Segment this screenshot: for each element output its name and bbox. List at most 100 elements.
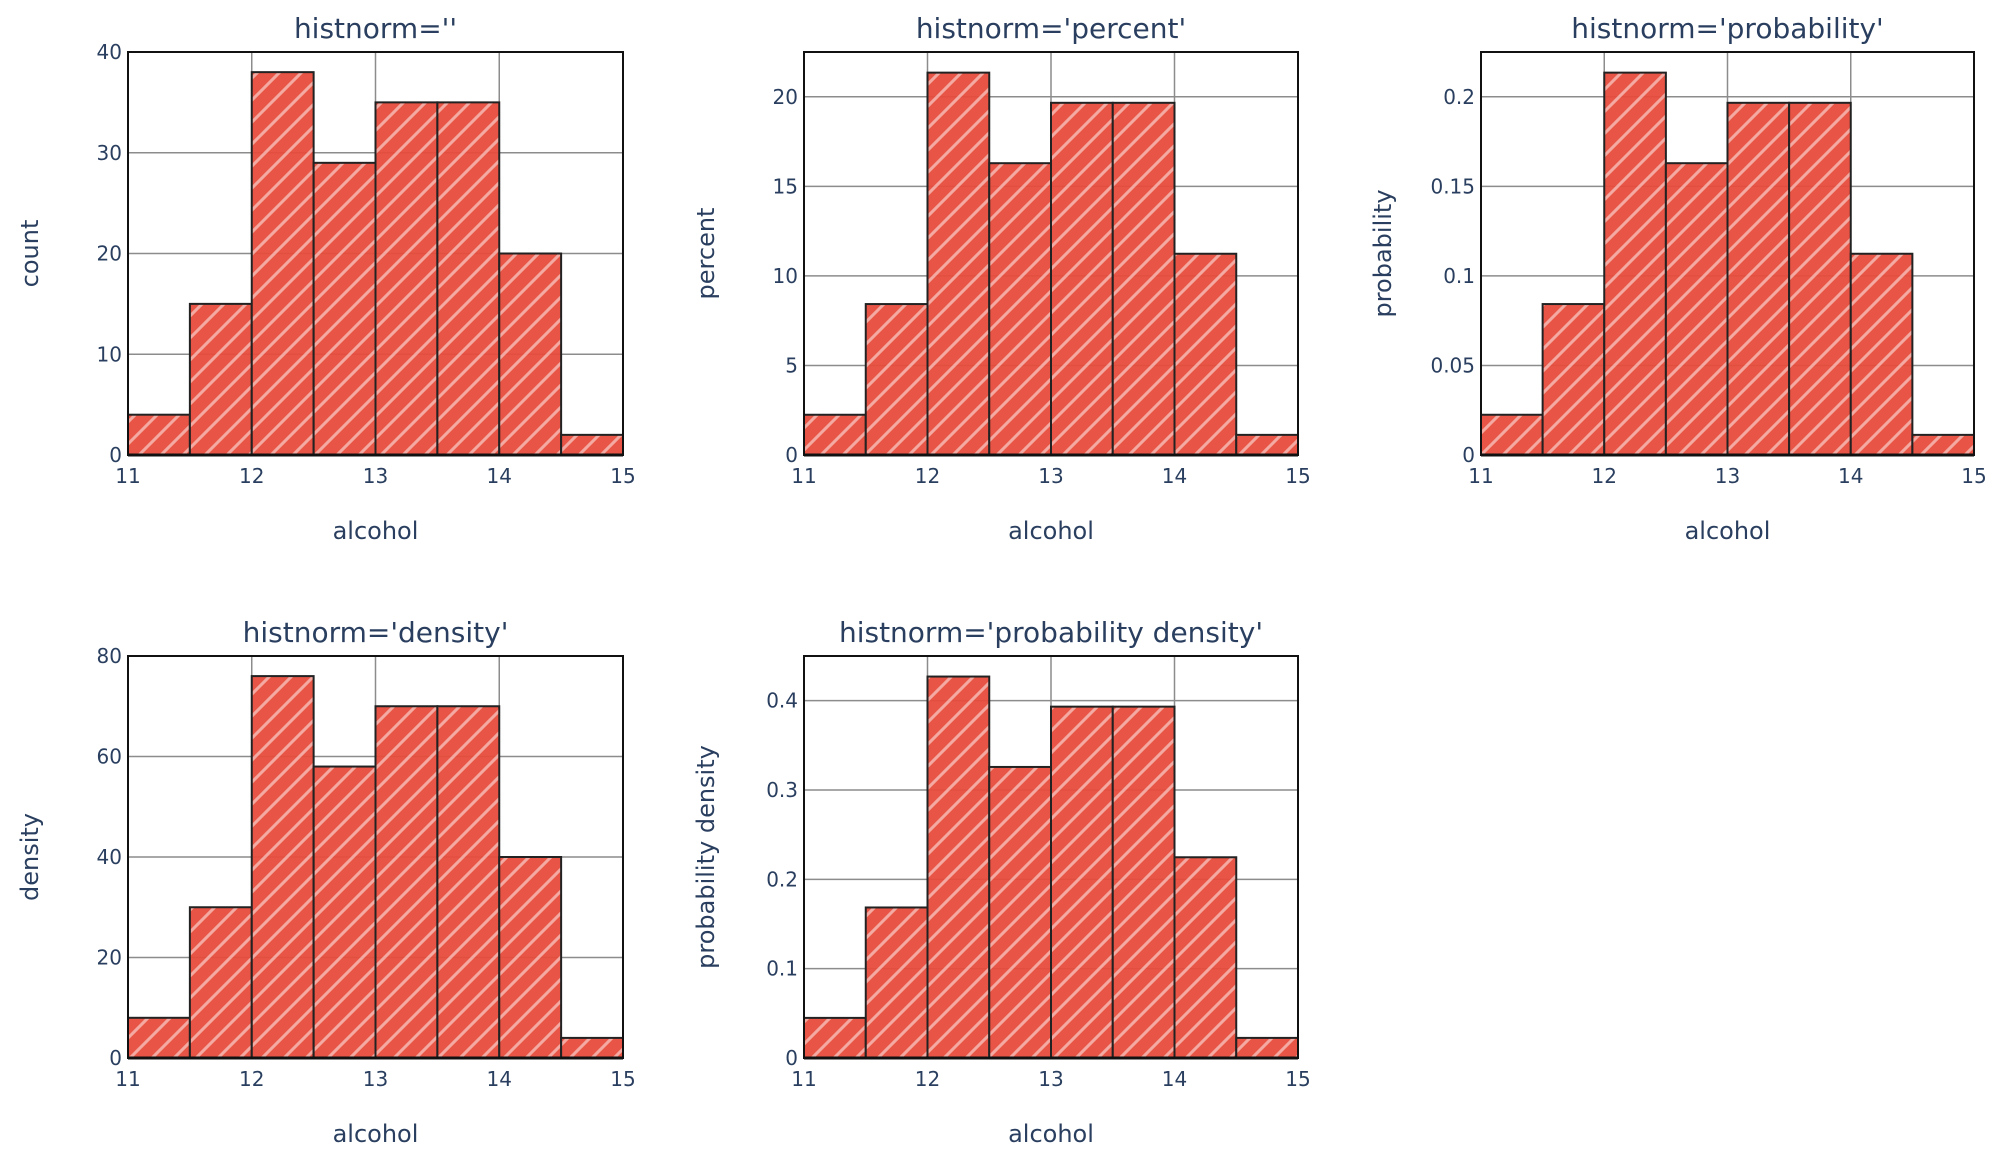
histogram-bar-hatch [1911, 433, 1975, 457]
histogram-bar-hatch [250, 71, 315, 457]
y-tick-label: 40 [97, 845, 122, 869]
y-tick-label: 5 [785, 353, 798, 377]
histogram-bar-hatch [1726, 101, 1791, 457]
histogram-bar-hatch [1235, 1036, 1299, 1060]
x-axis-title: alcohol [1685, 517, 1771, 545]
histogram-bar-hatch [1050, 101, 1114, 457]
histogram-bar-hatch [864, 303, 929, 457]
histogram-bar-hatch [312, 765, 377, 1059]
x-tick-label: 11 [1468, 464, 1493, 488]
y-axis-title: count [16, 220, 44, 288]
histogram-bar-hatch [1111, 101, 1176, 457]
x-tick-label: 15 [1285, 1067, 1310, 1091]
y-tick-label: 0 [785, 1046, 798, 1070]
histogram-bar-hatch [864, 906, 929, 1059]
y-axis-title: probability [1369, 189, 1397, 317]
x-tick-label: 13 [1038, 464, 1063, 488]
x-tick-label: 12 [915, 1067, 940, 1091]
y-tick-label: 0.1 [766, 957, 798, 981]
y-tick-label: 0 [1462, 443, 1475, 467]
subplot-4: 11 12 13 14 15 0 20 40 60 80 histnorm='density' alc… [16, 616, 636, 1148]
histogram-bar-hatch [436, 705, 501, 1059]
histogram-bar-hatch [1050, 705, 1114, 1059]
y-tick-label: 80 [97, 644, 122, 668]
subplot-title: histnorm='' [294, 12, 457, 45]
histogram-bar-hatch [127, 413, 191, 457]
y-tick-label: 0 [109, 1046, 122, 1070]
histogram-bar-hatch [1664, 162, 1729, 457]
y-axis-title: percent [692, 208, 720, 300]
histogram-bar-hatch [436, 101, 501, 456]
x-axis-title: alcohol [333, 517, 419, 545]
subplot-title: histnorm='density' [243, 616, 509, 649]
histogram-bar-hatch [1173, 856, 1238, 1059]
histogram-bar-hatch [250, 675, 315, 1059]
histogram-bar-hatch [988, 162, 1052, 457]
histogram-bar-hatch [988, 765, 1052, 1060]
x-tick-label: 11 [115, 1067, 140, 1091]
histogram-bar-hatch [1788, 101, 1852, 457]
histogram-bar-hatch [188, 302, 253, 456]
histogram-bar-hatch [374, 101, 439, 456]
histogram-bar-hatch [1849, 252, 1914, 456]
subplot-5: 11 12 13 14 15 0 0.1 0.2 0.3 0.4 histnorm='probabi… [692, 616, 1311, 1148]
x-tick-label: 15 [1961, 464, 1986, 488]
x-tick-label: 12 [239, 464, 264, 488]
histogram-bar-hatch [188, 906, 253, 1059]
histogram-bar-hatch [1235, 433, 1299, 457]
histogram-bar-hatch [1111, 705, 1176, 1059]
y-tick-label: 20 [97, 242, 122, 266]
histogram-bar-hatch [560, 1036, 624, 1060]
histogram-bar-hatch [498, 856, 563, 1059]
histogram-bar-hatch [127, 1016, 191, 1059]
y-tick-label: 15 [773, 174, 798, 198]
y-tick-label: 60 [97, 745, 122, 769]
histogram-bar-hatch [803, 1016, 867, 1060]
x-tick-label: 13 [1038, 1067, 1063, 1091]
histogram-bar-hatch [803, 413, 867, 456]
x-axis-title: alcohol [333, 1120, 419, 1148]
x-axis-title: alcohol [1008, 517, 1094, 545]
y-tick-label: 0.2 [1443, 85, 1475, 109]
histogram-bar-hatch [1541, 303, 1606, 457]
subplot-1: 11 12 13 14 15 0 10 20 30 40 histnorm='' alcohol cou… [16, 12, 636, 545]
subplot-2: 11 12 13 14 15 0 5 10 15 20 histnorm='percent' alco… [692, 12, 1311, 545]
histogram-bar-hatch [560, 433, 624, 457]
x-tick-label: 11 [791, 1067, 816, 1091]
y-tick-label: 0 [109, 443, 122, 467]
histogram-bar-hatch [1173, 252, 1238, 456]
y-tick-label: 0.05 [1430, 353, 1475, 377]
y-tick-label: 30 [97, 141, 122, 165]
y-tick-label: 10 [773, 264, 798, 288]
x-tick-label: 15 [610, 464, 635, 488]
y-tick-label: 0.4 [766, 689, 798, 713]
histogram-bar-hatch [1480, 413, 1544, 456]
x-tick-label: 15 [1285, 464, 1310, 488]
histogram-bar-hatch [312, 161, 377, 456]
x-tick-label: 13 [363, 464, 388, 488]
x-tick-label: 14 [487, 464, 512, 488]
x-tick-label: 13 [1715, 464, 1740, 488]
subplot-title: histnorm='probability density' [839, 616, 1263, 649]
x-tick-label: 12 [239, 1067, 264, 1091]
x-tick-label: 11 [791, 464, 816, 488]
y-tick-label: 0.15 [1430, 174, 1475, 198]
histogram-bar-hatch [1603, 71, 1667, 456]
x-tick-label: 11 [115, 464, 140, 488]
x-tick-label: 14 [1838, 464, 1863, 488]
y-tick-label: 0 [785, 443, 798, 467]
histogram-bar-hatch [926, 71, 991, 456]
subplot-title: histnorm='probability' [1571, 12, 1884, 45]
subplot-title: histnorm='percent' [916, 12, 1186, 45]
y-tick-label: 40 [97, 40, 122, 64]
y-tick-label: 0.3 [766, 778, 798, 802]
x-tick-label: 14 [1162, 464, 1187, 488]
y-axis-title: probability density [692, 745, 720, 969]
y-tick-label: 20 [97, 946, 122, 970]
histogram-bar-hatch [926, 675, 991, 1060]
histogram-bar-hatch [498, 252, 563, 456]
x-axis-title: alcohol [1008, 1120, 1094, 1148]
y-tick-label: 20 [773, 85, 798, 109]
x-tick-label: 13 [363, 1067, 388, 1091]
